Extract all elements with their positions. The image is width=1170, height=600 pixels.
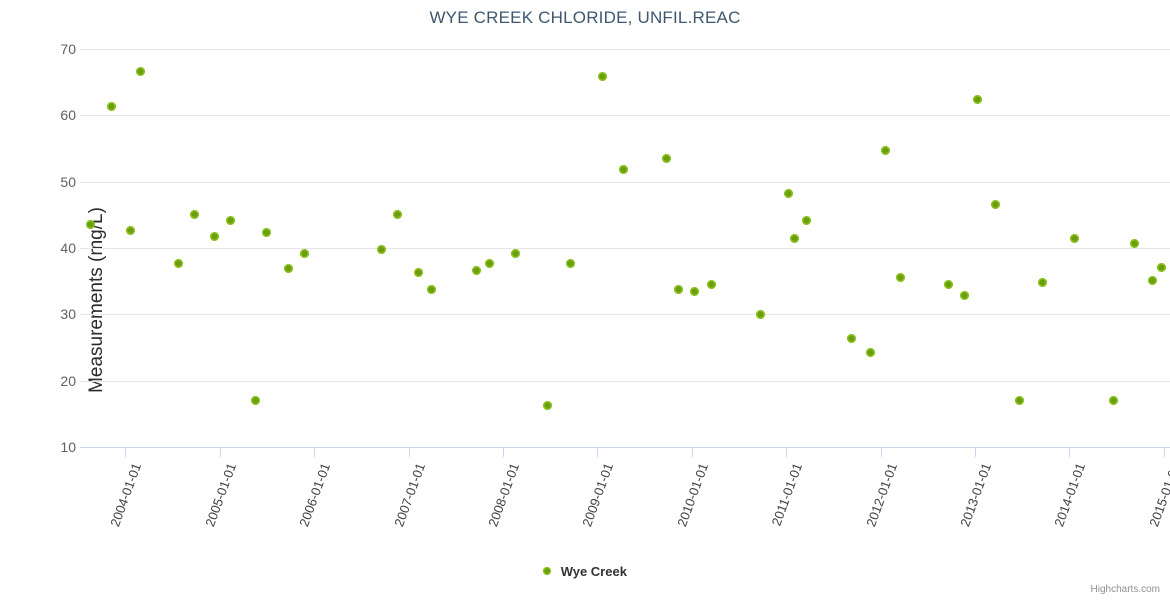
data-point[interactable] [1038, 277, 1048, 287]
data-point[interactable] [756, 310, 766, 320]
data-point[interactable] [284, 264, 294, 274]
chart-title: WYE CREEK CHLORIDE, UNFIL.REAC [429, 8, 741, 27]
data-point[interactable] [414, 268, 424, 278]
y-tick-label: 60 [60, 107, 76, 124]
x-tick [314, 448, 316, 457]
data-point[interactable] [1130, 238, 1140, 248]
data-point[interactable] [136, 67, 146, 77]
data-point[interactable] [125, 225, 135, 235]
credits-link[interactable]: Highcharts.com [1090, 584, 1160, 595]
data-point[interactable] [566, 259, 576, 269]
data-point[interactable] [1108, 396, 1118, 406]
data-point[interactable] [1014, 396, 1024, 406]
x-tick [691, 448, 693, 457]
gridline [80, 115, 1170, 117]
data-point[interactable] [173, 259, 183, 269]
data-point[interactable] [880, 145, 890, 155]
data-point[interactable] [484, 258, 494, 268]
x-tick-label: 2005-01-01 [202, 461, 239, 529]
x-tick-label: 2007-01-01 [390, 461, 428, 529]
y-tick-label: 30 [60, 306, 76, 323]
x-tick [880, 448, 882, 457]
x-tick [786, 448, 788, 457]
gridline [80, 49, 1170, 50]
data-point[interactable] [209, 232, 219, 242]
data-point[interactable] [542, 401, 552, 411]
gridline [80, 248, 1170, 249]
gridline [80, 181, 1170, 183]
x-tick [408, 448, 410, 457]
data-point[interactable] [789, 233, 799, 243]
y-tick-label: 50 [60, 173, 76, 190]
gridline [80, 380, 1170, 382]
data-point[interactable] [673, 284, 683, 294]
x-tick-label: 2012-01-01 [862, 461, 900, 529]
data-point[interactable] [1069, 233, 1079, 243]
x-tick [125, 448, 127, 457]
gridline [80, 314, 1170, 316]
x-tick-label: 2008-01-01 [485, 461, 522, 529]
data-point[interactable] [225, 215, 235, 225]
data-point[interactable] [597, 72, 607, 82]
data-point[interactable] [943, 279, 953, 289]
legend-item-wye-creek[interactable]: Wye Creek [543, 563, 627, 579]
data-point[interactable] [107, 102, 117, 112]
data-point[interactable] [427, 284, 437, 294]
data-point[interactable] [1148, 276, 1158, 285]
x-tick [1163, 448, 1165, 457]
data-point[interactable] [801, 215, 811, 225]
data-point[interactable] [990, 200, 1000, 210]
x-tick [502, 448, 504, 457]
x-tick-label: 2013-01-01 [957, 461, 995, 529]
data-point[interactable] [959, 290, 969, 300]
chart-legend: Wye Creek [0, 563, 1170, 579]
x-tick-label: 2010-01-01 [674, 461, 711, 529]
data-point[interactable] [972, 94, 982, 104]
y-tick-label: 70 [60, 41, 76, 57]
x-tick [975, 448, 977, 457]
data-point[interactable] [618, 164, 628, 174]
x-tick-label: 2011-01-01 [768, 461, 806, 528]
x-tick-label: 2004-01-01 [107, 461, 145, 529]
legend-item-label: Wye Creek [560, 564, 627, 580]
data-point[interactable] [707, 279, 717, 289]
data-point[interactable] [1157, 263, 1167, 273]
x-tick-label: 2015-01-01 [1146, 461, 1170, 529]
data-point[interactable] [251, 396, 261, 406]
x-tick-label: 2006-01-01 [296, 461, 334, 529]
data-point[interactable] [689, 286, 699, 296]
x-tick [1069, 448, 1071, 457]
y-tick-label: 40 [60, 240, 76, 256]
data-point[interactable] [846, 333, 856, 343]
y-tick-label: 20 [60, 372, 76, 389]
data-point[interactable] [511, 248, 521, 258]
x-tick-label: 2009-01-01 [579, 461, 617, 529]
data-point[interactable] [190, 209, 199, 219]
data-point[interactable] [661, 153, 671, 163]
data-point[interactable] [262, 228, 272, 238]
y-tick-label: 10 [60, 439, 76, 455]
data-point[interactable] [300, 248, 310, 258]
x-tick [597, 448, 599, 457]
plot-area: 70 60 50 40 30 20 10 [60, 41, 1170, 455]
data-point[interactable] [377, 244, 387, 254]
data-point[interactable] [86, 219, 96, 229]
data-point[interactable] [783, 189, 793, 199]
dot-marker-icon [543, 566, 552, 575]
x-axis-line [80, 447, 1170, 448]
x-tick-label: 2014-01-01 [1051, 461, 1089, 529]
data-point[interactable] [866, 348, 876, 358]
data-point[interactable] [471, 266, 481, 276]
data-point[interactable] [393, 209, 403, 219]
x-tick [219, 448, 221, 457]
data-point[interactable] [896, 272, 906, 282]
